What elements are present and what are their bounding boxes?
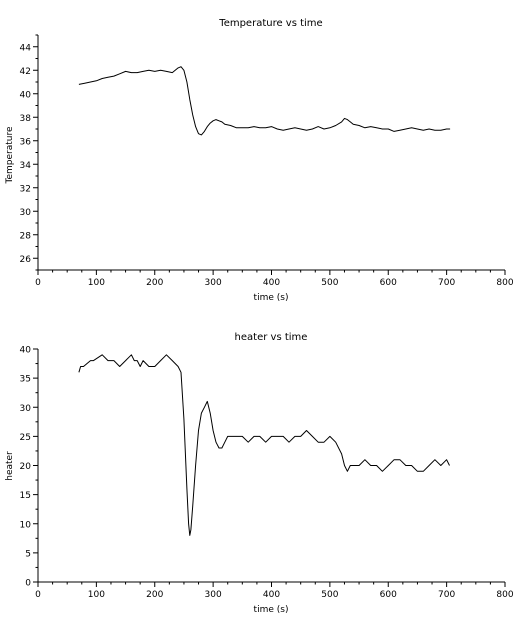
x-tick-label: 100	[88, 590, 105, 600]
y-tick-label: 32	[20, 184, 31, 194]
y-tick-label: 40	[20, 90, 32, 100]
x-tick-label: 0	[35, 590, 41, 600]
x-tick-label: 800	[496, 278, 513, 288]
x-tick-label: 700	[438, 590, 455, 600]
chart-2: heater vs time time (s) heater 0 100 200 30…	[5, 332, 514, 615]
x-tick-label: 300	[205, 590, 222, 600]
chart-2-axes: 0 100 200 300 400 500 600 700 800 0 5 10 15 20 25 30 35 4…	[20, 346, 514, 601]
x-tick-label: 0	[35, 278, 41, 288]
y-tick-label: 34	[20, 161, 32, 171]
y-tick-label: 38	[20, 114, 32, 124]
x-tick-label: 800	[496, 590, 513, 600]
y-tick-label: 36	[20, 137, 32, 147]
chart-2-xlabel: time (s)	[254, 605, 289, 615]
x-tick-label: 400	[263, 278, 280, 288]
y-tick-label: 44	[20, 43, 32, 53]
x-tick-label: 500	[321, 278, 338, 288]
chart-2-marks	[78, 354, 450, 536]
y-tick-label: 10	[20, 520, 32, 530]
y-tick-label: 42	[20, 67, 31, 77]
chart-2-ylabel: heater	[5, 451, 15, 481]
chart-1-axes: 0 100 200 300 400 500 600 700 800 26 28 30 32 34 36 38 4…	[20, 34, 514, 288]
chart-1-ylabel: Temperature	[5, 126, 15, 184]
y-tick-label: 30	[20, 404, 32, 414]
series-line	[78, 66, 451, 136]
x-tick-label: 300	[205, 278, 222, 288]
x-tick-label: 600	[380, 278, 397, 288]
chart-1-marks	[78, 66, 451, 136]
y-tick-label: 5	[25, 549, 31, 559]
x-tick-label: 600	[380, 590, 397, 600]
chart-1: Temperature vs time time (s) Temperature…	[5, 18, 514, 303]
y-tick-label: 40	[20, 346, 32, 356]
x-tick-label: 100	[88, 278, 105, 288]
series-line	[78, 354, 450, 536]
x-tick-label: 200	[146, 278, 163, 288]
x-tick-label: 200	[146, 590, 163, 600]
x-tick-label: 700	[438, 278, 455, 288]
chart-1-title: Temperature vs time	[218, 18, 322, 29]
y-tick-label: 20	[20, 462, 32, 472]
y-tick-label: 25	[20, 433, 31, 443]
x-tick-label: 400	[263, 590, 280, 600]
y-tick-label: 28	[20, 231, 32, 241]
y-tick-label: 30	[20, 208, 32, 218]
y-tick-label: 26	[20, 255, 32, 265]
chart-2-title: heater vs time	[235, 332, 308, 343]
chart-1-xlabel: time (s)	[254, 293, 289, 303]
x-tick-label: 500	[321, 590, 338, 600]
y-tick-label: 0	[25, 579, 31, 589]
y-tick-label: 15	[20, 491, 31, 501]
y-tick-label: 35	[20, 375, 31, 385]
